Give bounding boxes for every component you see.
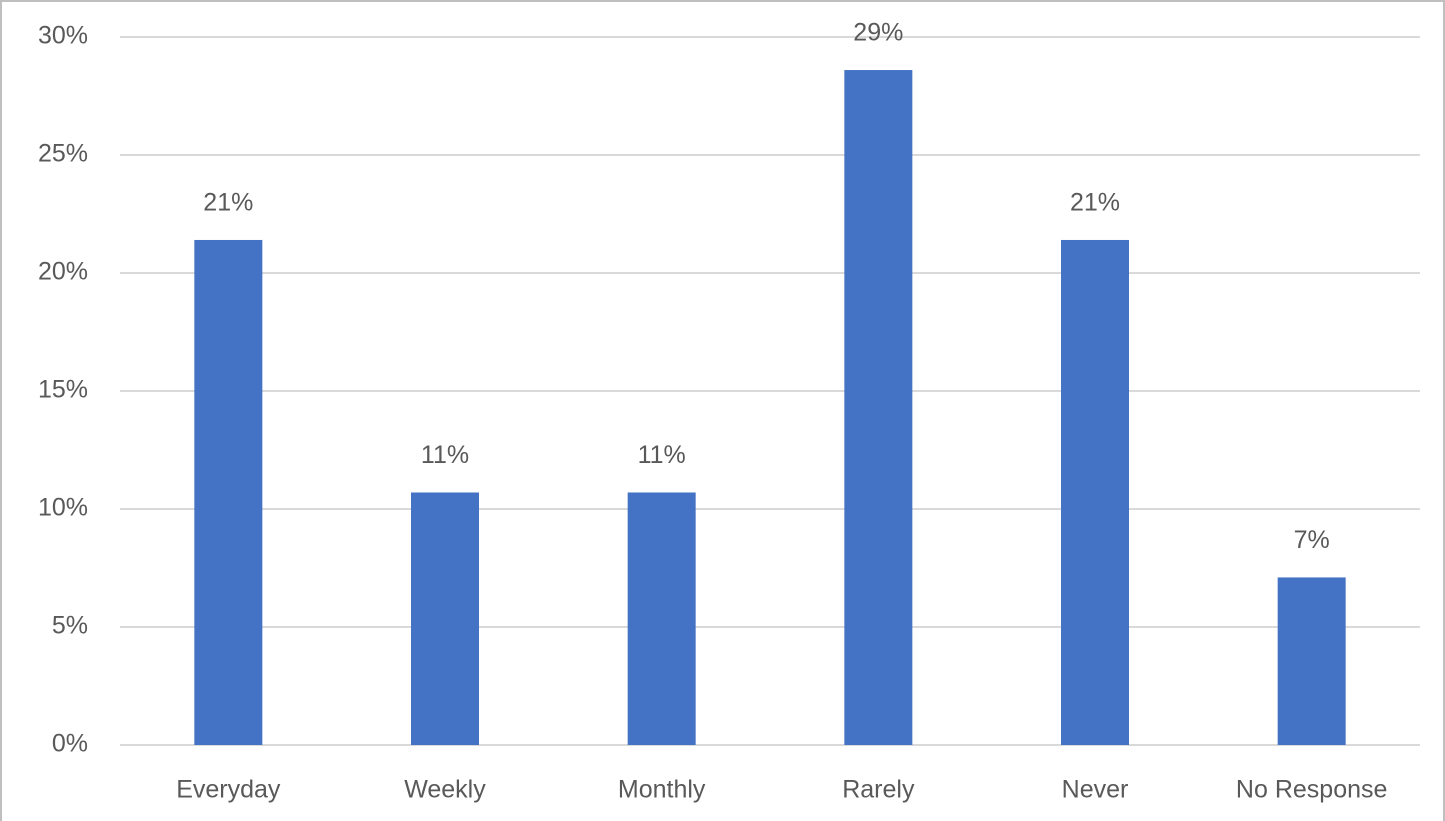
x-tick-label: No Response [1236, 776, 1387, 804]
x-tick-label: Weekly [404, 776, 486, 804]
x-tick-label: Never [1062, 776, 1129, 804]
data-label: 7% [1294, 526, 1330, 554]
y-tick-label: 20% [38, 258, 88, 286]
y-tick-label: 10% [38, 494, 88, 522]
x-tick-label: Everyday [176, 776, 281, 804]
y-tick-label: 15% [38, 376, 88, 404]
y-tick-label: 25% [38, 140, 88, 168]
x-tick-label: Rarely [842, 776, 915, 804]
x-tick-label: Monthly [618, 776, 706, 804]
y-tick-label: 30% [38, 22, 88, 50]
y-tick-label: 5% [52, 612, 88, 640]
bar [627, 492, 696, 745]
bar [411, 492, 479, 745]
data-label: 11% [638, 441, 686, 469]
bar [1061, 239, 1129, 745]
data-label: 21% [203, 189, 253, 217]
data-label: 29% [853, 19, 903, 47]
data-label: 21% [1070, 189, 1120, 217]
bar [194, 239, 263, 745]
y-tick-label: 0% [52, 730, 88, 758]
bar [844, 70, 913, 746]
bar [1277, 577, 1346, 745]
data-label: 11% [421, 441, 469, 469]
